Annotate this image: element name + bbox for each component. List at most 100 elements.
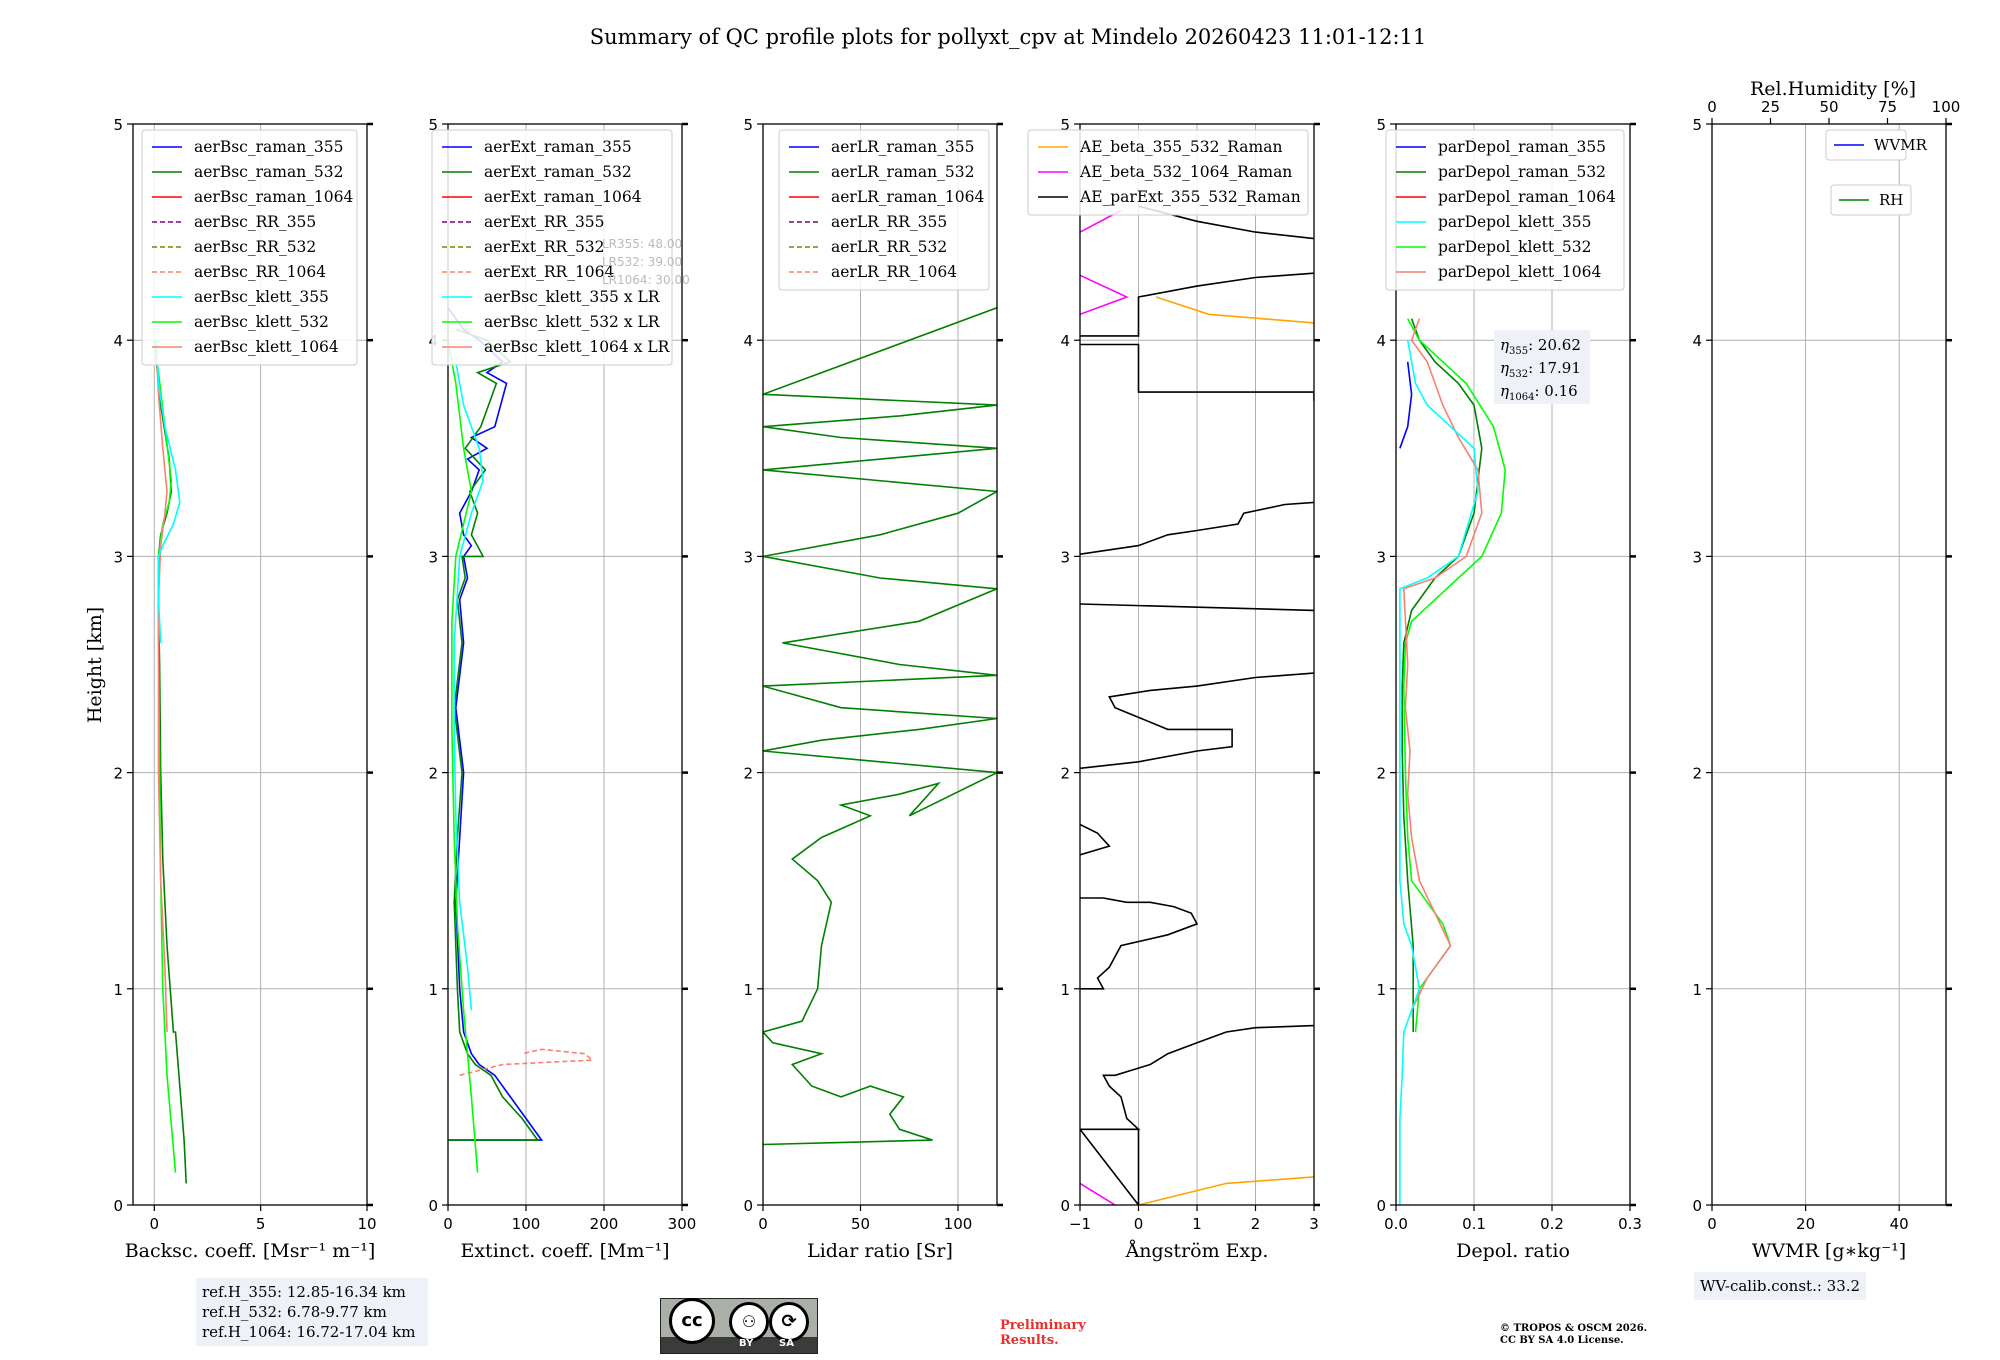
legend-label: parDepol_raman_355 — [1438, 138, 1606, 156]
x-tick-label: 20 — [1796, 1215, 1815, 1233]
preliminary-note: Preliminary Results. — [1000, 1318, 1086, 1348]
preliminary-line2: Results. — [1000, 1333, 1059, 1348]
legend-box — [141, 129, 358, 366]
series-aerBsc_klett_355 x LR — [453, 361, 484, 1011]
series-parDepol_klett_532 — [1402, 318, 1507, 1033]
legend-label: aerBsc_klett_355 x LR — [484, 288, 661, 306]
legend-label: parDepol_raman_1064 — [1438, 188, 1616, 206]
top-tick-label: 75 — [1878, 98, 1897, 116]
wv-calib-box: WV-calib.const.: 33.2 — [1694, 1272, 1867, 1300]
y-tick-label: 1 — [1060, 981, 1070, 999]
legend-box — [1385, 129, 1625, 291]
x-tick-label: 40 — [1890, 1215, 1909, 1233]
series-AE_beta_532_1064_Raman_top — [1080, 274, 1129, 316]
lr-annotation: LR532: 39.00 — [602, 255, 682, 269]
y-tick-label: 3 — [1060, 548, 1070, 566]
axes-frame — [1711, 123, 1947, 1206]
preliminary-line1: Preliminary — [1000, 1318, 1086, 1333]
y-tick-label: 1 — [113, 981, 123, 999]
legend-label: AE_beta_532_1064_Raman — [1079, 163, 1292, 181]
legend-box — [1825, 129, 1907, 161]
axes-frame — [1395, 123, 1631, 1206]
x-tick-label: 0 — [149, 1215, 159, 1233]
legend-label: aerBsc_klett_1064 x LR — [484, 338, 671, 356]
copyright-line2: CC BY SA 4.0 License. — [1500, 1335, 1624, 1346]
by-label: BY — [739, 1338, 754, 1349]
ref-height-532: ref.H_532: 6.78-9.77 km — [202, 1303, 387, 1321]
legend-label: aerLR_raman_355 — [831, 138, 974, 156]
y-tick-label: 2 — [1692, 765, 1702, 783]
x-tick-label: 2 — [1251, 1215, 1261, 1233]
legend-label: aerBsc_klett_532 — [194, 313, 329, 331]
legend-label: AE_parExt_355_532_Raman — [1079, 188, 1301, 206]
y-tick-label: 3 — [428, 548, 438, 566]
series-AE_parExt_355_532_Raman_hi3 — [1080, 343, 1314, 401]
by-person-icon: ⚇ — [729, 1302, 769, 1342]
legend-box — [1027, 129, 1309, 216]
series-AE_parExt_355_532_Raman_mid — [1080, 897, 1199, 990]
legend-label: aerExt_RR_355 — [484, 213, 605, 231]
legend-label: aerExt_raman_355 — [484, 138, 632, 156]
x-axis-label: Backsc. coeff. [Msr⁻¹ m⁻¹] — [125, 1240, 376, 1262]
legend-label: parDepol_klett_532 — [1438, 238, 1591, 256]
legend-box — [778, 129, 990, 291]
x-tick-label: 0 — [1134, 1215, 1144, 1233]
cc-license-badge[interactable]: cc ⚇ ⟳ BY SA — [660, 1298, 818, 1354]
legend-label: RH — [1879, 191, 1903, 209]
y-tick-label: 4 — [1060, 332, 1070, 350]
series-aerBsc_klett_355 — [155, 340, 181, 643]
y-tick-label: 0 — [113, 1197, 123, 1215]
y-tick-label: 0 — [428, 1197, 438, 1215]
axes-frame — [1079, 123, 1315, 1206]
x-tick-label: 1 — [1192, 1215, 1202, 1233]
series-AE_beta_355_532_Raman — [1138, 1176, 1314, 1205]
legend-label: aerBsc_klett_1064 — [194, 338, 339, 356]
top-tick-label: 50 — [1819, 98, 1838, 116]
x-tick-label: 0 — [443, 1215, 453, 1233]
lr-annotation: LR355: 48.00 — [602, 237, 682, 251]
x-tick-label: 0.2 — [1540, 1215, 1564, 1233]
x-axis-label: Depol. ratio — [1456, 1240, 1570, 1262]
legend-label: AE_beta_355_532_Raman — [1079, 138, 1282, 156]
eta-0: η355: 20.62 — [1500, 336, 1581, 357]
y-tick-label: 3 — [113, 548, 123, 566]
top-axis-label: Rel.Humidity [%] — [1750, 78, 1916, 100]
top-tick-label: 100 — [1932, 98, 1961, 116]
eta-1: η532: 17.91 — [1500, 359, 1581, 380]
y-tick-label: 2 — [428, 765, 438, 783]
legend-label: aerExt_RR_1064 — [484, 263, 615, 281]
legend-label: aerBsc_raman_355 — [194, 138, 344, 156]
x-tick-label: 5 — [256, 1215, 266, 1233]
legend: parDepol_raman_355 parDepol_raman_532 parD… — [1385, 129, 1625, 291]
x-axis-label: Extinct. coeff. [Mm⁻¹] — [460, 1240, 669, 1262]
series-parDepol_klett_1064 — [1402, 318, 1483, 1011]
x-tick-label: 0.0 — [1384, 1215, 1408, 1233]
y-tick-label: 2 — [743, 765, 753, 783]
top-tick-label: 0 — [1707, 98, 1717, 116]
legend: aerLR_raman_355 aerLR_raman_532 aerLR_rama… — [778, 129, 990, 291]
x-tick-label: 300 — [668, 1215, 697, 1233]
legend-label: aerLR_raman_1064 — [831, 188, 984, 206]
legend-box — [431, 129, 673, 366]
x-tick-label: 0.3 — [1618, 1215, 1642, 1233]
legend-label: aerBsc_RR_532 — [194, 238, 316, 256]
series-AE_beta_355_532_Raman_top — [1155, 296, 1314, 324]
legend-label: aerExt_raman_532 — [484, 163, 632, 181]
ref-height-355: ref.H_355: 12.85-16.34 km — [202, 1283, 406, 1301]
legend-label: parDepol_klett_1064 — [1438, 263, 1601, 281]
legend: aerExt_raman_355 aerExt_raman_532 aerExt_r… — [431, 129, 673, 366]
x-axis-label: Ångström Exp. — [1125, 1240, 1269, 1262]
y-tick-label: 0 — [1376, 1197, 1386, 1215]
y-tick-label: 5 — [1376, 116, 1386, 134]
series-aerBsc_klett_1064 — [155, 350, 168, 1033]
y-tick-label: 1 — [428, 981, 438, 999]
legend-label: parDepol_raman_532 — [1438, 163, 1606, 181]
legend-label: aerBsc_raman_532 — [194, 163, 344, 181]
y-tick-label: 2 — [1060, 765, 1070, 783]
x-tick-label: 100 — [944, 1215, 973, 1233]
top-tick-label: 25 — [1761, 98, 1780, 116]
x-tick-label: 100 — [512, 1215, 541, 1233]
panel-bsc: 0 5 10 0 1 2 3 4 5 Backsc. coeff. [Msr⁻¹ m⁻¹] aerB… — [113, 116, 376, 1262]
